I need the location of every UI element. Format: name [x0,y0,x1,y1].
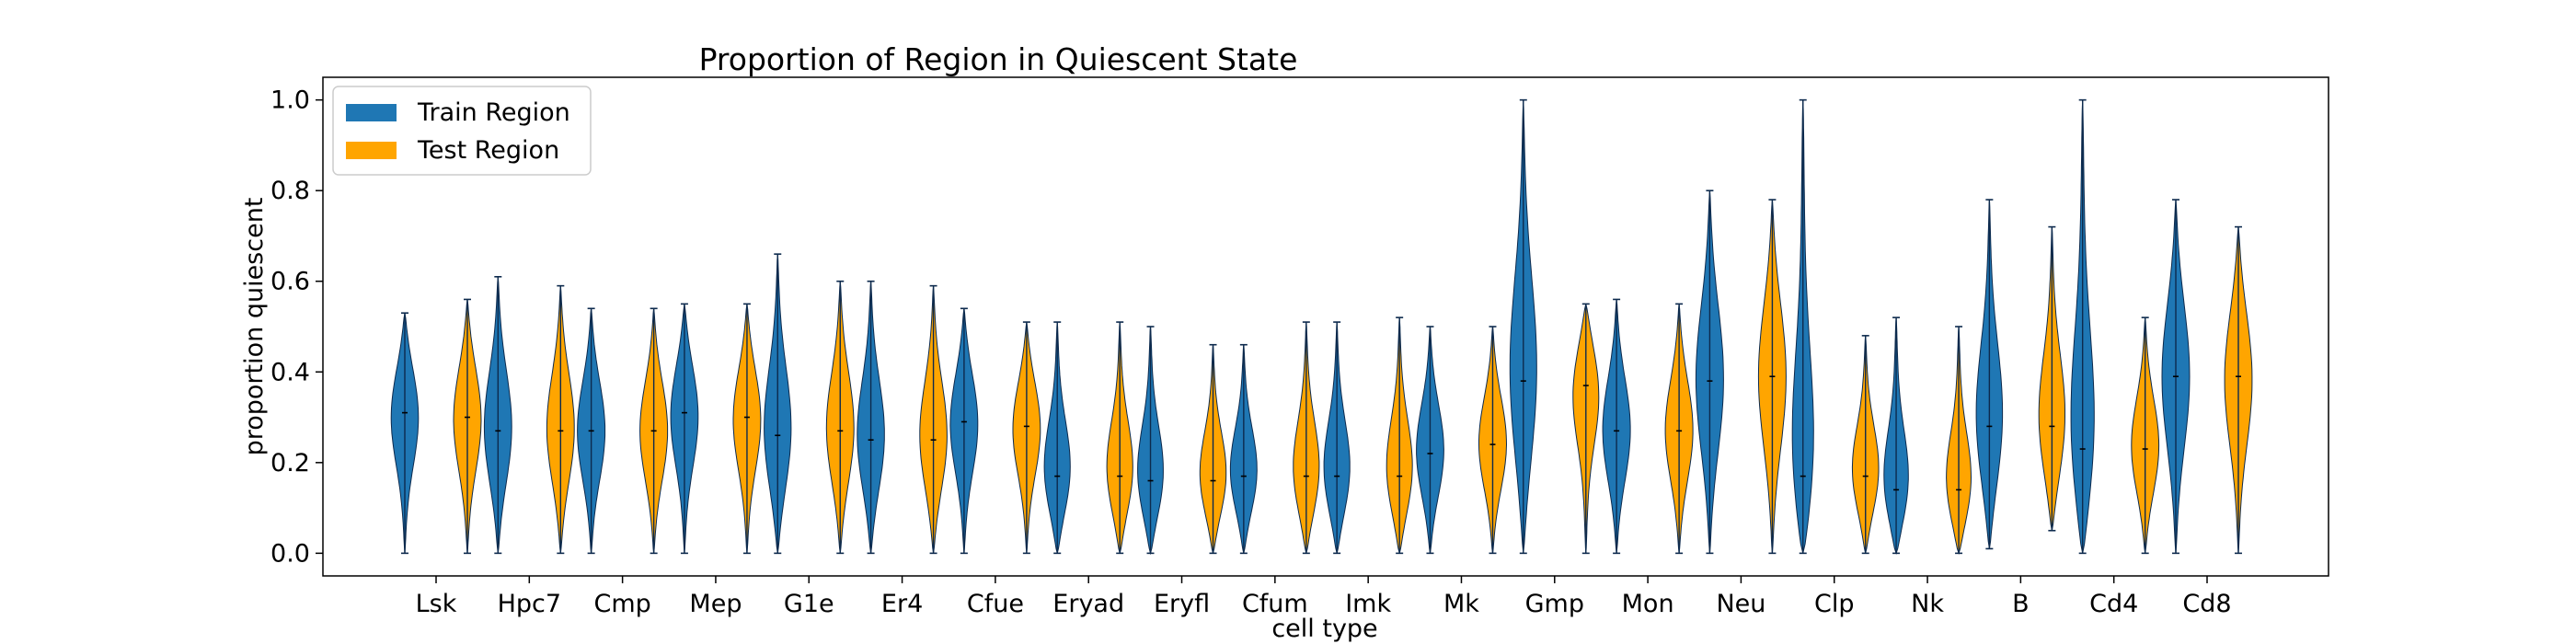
x-tick-label: Mon [1622,590,1674,618]
x-tick-label: Er4 [881,590,923,618]
y-tick-label: 0.4 [270,358,310,386]
y-tick-label: 0.0 [270,539,310,568]
y-tick-label: 1.0 [270,86,310,115]
x-tick-label: Mk [1443,590,1479,618]
legend-swatch-train [346,104,397,121]
legend-label-test: Test Region [417,136,559,165]
x-tick-label: Mep [689,590,742,618]
legend-box [332,86,592,176]
x-tick-label: B [2012,590,2030,618]
x-tick-label: Cd4 [2089,590,2138,618]
x-tick-label: Lsk [416,590,457,618]
y-tick-label: 0.8 [270,177,310,205]
x-tick-label: Cd8 [2182,590,2231,618]
chart-title: Proportion of Region in Quiescent State [699,41,1298,77]
x-tick-label: G1e [784,590,834,618]
x-tick-label: Eryfl [1154,590,1210,618]
x-tick-label: Nk [1911,590,1944,618]
y-axis: 0.0 0.2 0.4 0.6 0.8 1.0 [270,86,323,568]
x-tick-label: Eryad [1052,590,1124,618]
x-tick-label: Clp [1814,590,1855,618]
plot-frame [322,76,2329,577]
legend: Train Region Test Region [332,86,592,176]
x-tick-label: Cfum [1242,590,1308,618]
x-tick-label: Hpc7 [498,590,561,618]
y-axis-label: proportion quiescent [240,198,269,456]
legend-label-train: Train Region [417,98,570,127]
x-tick-label: Cfue [967,590,1024,618]
y-tick-label: 0.6 [270,268,310,296]
y-tick-label: 0.2 [270,449,310,477]
x-tick-label: Neu [1716,590,1765,618]
x-tick-label: Imk [1345,590,1391,618]
x-axis: Lsk Hpc7 Cmp Mep G1e Er4 Cfue Eryad Eryfl Cfum Imk… [416,576,2232,618]
violins [390,98,2253,556]
legend-swatch-test [346,142,397,159]
x-axis-label: cell type [1271,615,1377,643]
x-tick-label: Gmp [1525,590,1584,618]
x-tick-label: Cmp [593,590,650,618]
